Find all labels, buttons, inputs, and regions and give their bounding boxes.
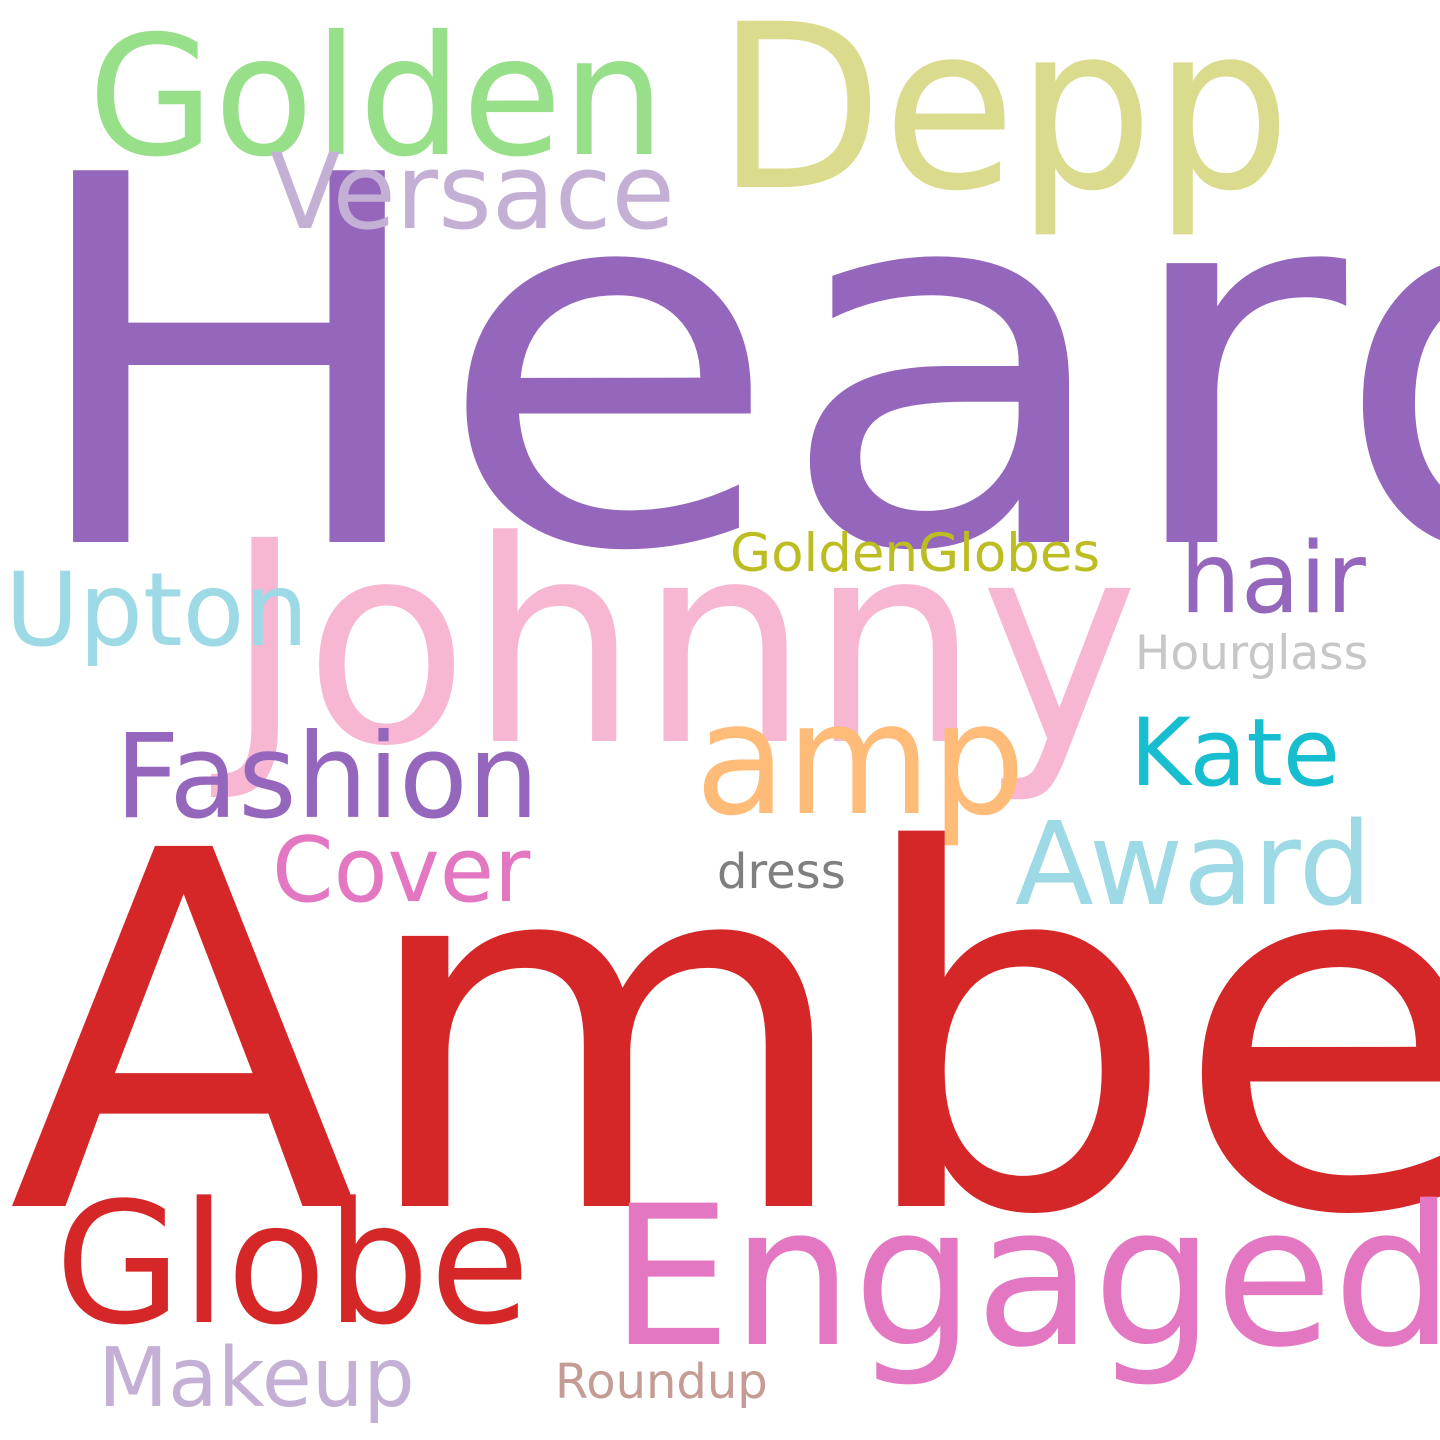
word-upton: Upton bbox=[5, 551, 309, 670]
word-kate: Kate bbox=[1130, 699, 1341, 808]
word-dress: dress bbox=[717, 844, 846, 900]
word-cover: Cover bbox=[272, 818, 531, 923]
word-makeup: Makeup bbox=[98, 1331, 415, 1426]
word-versace: Versace bbox=[270, 131, 675, 253]
word-fashion: Fashion bbox=[115, 708, 539, 845]
word-depp: Depp bbox=[716, 0, 1292, 241]
word-award: Award bbox=[1015, 798, 1372, 932]
word-golden: Golden bbox=[88, 1, 666, 194]
word-hourglass: Hourglass bbox=[1135, 626, 1369, 681]
word-johnny: Johnny bbox=[225, 482, 1139, 808]
word-amber: Amber bbox=[8, 747, 1440, 1323]
word-globe: Globe bbox=[55, 1166, 530, 1362]
word-amp: amp bbox=[695, 669, 1026, 850]
word-roundup: Roundup bbox=[555, 1354, 768, 1410]
word-heard: Heard bbox=[18, 70, 1440, 663]
word-engaged: Engaged bbox=[610, 1164, 1440, 1390]
word-goldenglobes: GoldenGlobes bbox=[730, 523, 1101, 584]
word-hair: hair bbox=[1180, 522, 1366, 636]
